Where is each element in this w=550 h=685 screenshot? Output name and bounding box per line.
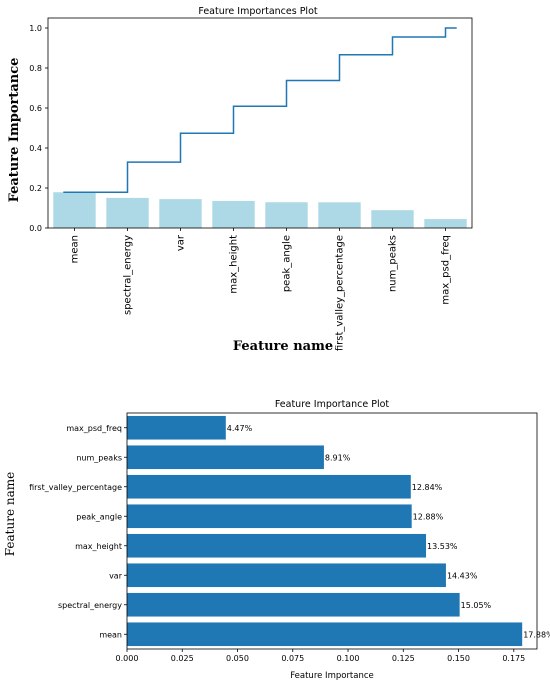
top-y-axis-label: Feature Importance <box>7 58 22 203</box>
bottom-chart-title: Feature Importance Plot <box>275 399 390 410</box>
bar-max-psd-freq <box>424 219 467 228</box>
hbar-data-label: 8.91% <box>325 453 351 462</box>
hbar-max-height <box>127 533 427 558</box>
bottom-x-axis-label: Feature Importance <box>290 671 374 681</box>
bottom-x-tick-label: 0.050 <box>226 654 249 663</box>
hbar-spectral-energy <box>127 592 460 617</box>
bar-peak-angle <box>265 202 308 228</box>
hbar-data-label: 12.88% <box>413 512 444 521</box>
top-chart: Feature Importances Plot 0.0 0.2 0.4 0.6 0.8… <box>7 6 473 354</box>
top-x-tick-label: var <box>176 234 187 251</box>
bar-mean <box>53 192 96 228</box>
top-chart-title: Feature Importances Plot <box>198 6 318 17</box>
bottom-y-tick-label: first_valley_percentage <box>29 483 122 492</box>
top-y-tick-label: 0.8 <box>29 64 42 73</box>
top-plot-area: 0.0 0.2 0.4 0.6 0.8 1.0 mean spectral_energy var… <box>29 17 473 351</box>
top-x-tick-label: first_valley_percentage <box>335 235 346 351</box>
bottom-y-tick-label: spectral_energy <box>58 601 122 610</box>
bottom-x-tick-label: 0.175 <box>502 654 525 663</box>
top-y-tick-label: 0.2 <box>29 184 42 193</box>
hbar-data-label: 4.47% <box>227 424 253 433</box>
hbar-peak-angle <box>127 504 412 529</box>
bottom-x-tick-label: 0.000 <box>116 654 139 663</box>
cumulative-importance-line <box>63 27 457 193</box>
hbar-data-label: 14.43% <box>447 571 478 580</box>
hbar-data-label: 15.05% <box>461 601 492 610</box>
bottom-x-tick-label: 0.075 <box>281 654 304 663</box>
bottom-plot-area: 17.88% mean 15.05% spectral_energy 14.43% var… <box>29 412 550 663</box>
top-x-tick-label: peak_angle <box>282 235 293 292</box>
bar-spectral-energy <box>106 197 149 228</box>
bottom-y-tick-label: num_peaks <box>76 453 122 462</box>
bar-num-peaks <box>371 210 414 228</box>
hbar-first-valley-percentage <box>127 474 411 499</box>
bar-max-height <box>212 200 255 228</box>
hbar-var <box>127 563 446 588</box>
bottom-y-tick-label: max_height <box>75 542 122 551</box>
top-x-tick-label: spectral_energy <box>123 235 134 315</box>
bottom-plot-frame <box>126 412 538 650</box>
hbar-max-psd-freq <box>127 415 226 440</box>
top-y-tick-label: 0.6 <box>29 104 42 113</box>
top-y-tick-label: 1.0 <box>29 24 42 33</box>
hbar-data-label: 13.53% <box>427 542 458 551</box>
bottom-chart: Feature Importance Plot 17.88% mean 15.05%… <box>3 399 550 681</box>
bar-first-valley-percentage <box>318 202 361 228</box>
top-x-tick-label: num_peaks <box>388 235 399 292</box>
hbar-num-peaks <box>127 445 324 470</box>
bottom-y-tick-label: var <box>109 571 123 580</box>
bottom-y-tick-label: max_psd_freq <box>66 424 122 433</box>
top-x-tick-label: max_height <box>229 235 240 294</box>
hbar-data-label: 12.84% <box>412 483 443 492</box>
top-x-axis-label: Feature name <box>233 339 333 354</box>
bottom-y-axis-label: Feature name <box>3 472 17 557</box>
bottom-x-tick-label: 0.150 <box>447 654 470 663</box>
bottom-y-tick-label: mean <box>99 630 122 639</box>
top-x-tick-label: mean <box>70 235 81 263</box>
bottom-y-tick-label: peak_angle <box>76 512 122 521</box>
top-y-tick-label: 0.4 <box>29 144 42 153</box>
bottom-x-tick-label: 0.025 <box>171 654 194 663</box>
top-x-tick-label: max_psd_freq <box>441 235 452 305</box>
top-y-tick-label: 0.0 <box>29 224 42 233</box>
hbar-data-label: 17.88% <box>523 630 550 639</box>
bottom-x-tick-label: 0.125 <box>392 654 415 663</box>
top-plot-frame <box>47 17 473 229</box>
bar-var <box>159 199 202 228</box>
bottom-x-tick-label: 0.100 <box>337 654 360 663</box>
hbar-mean <box>127 622 523 647</box>
